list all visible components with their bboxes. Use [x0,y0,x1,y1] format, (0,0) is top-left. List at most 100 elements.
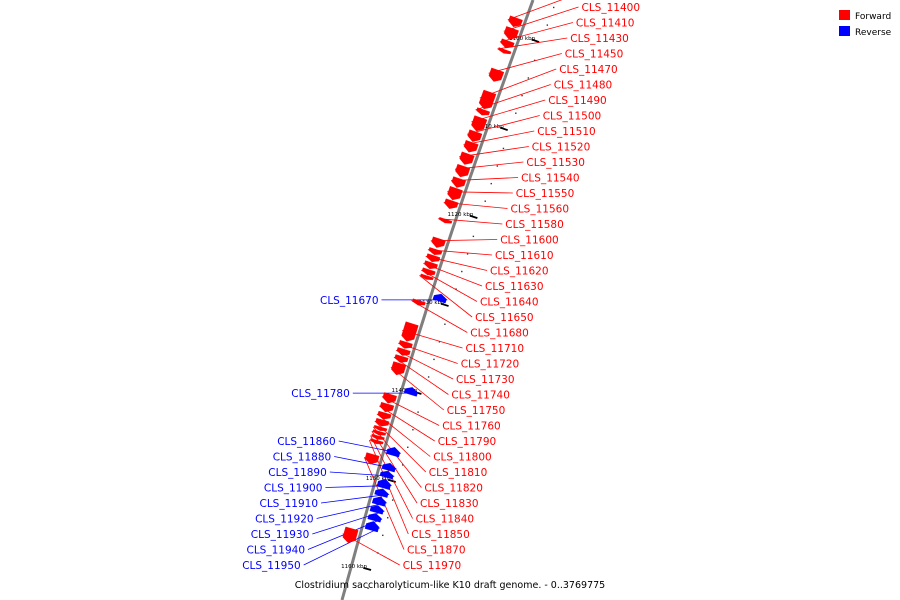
gene-label-cls_11740[interactable]: CLS_11740 [451,390,510,402]
gene-arrow-cls_11890[interactable] [379,470,394,480]
gene-label-cls_11840[interactable]: CLS_11840 [416,514,475,526]
gene-label-cls_11860[interactable]: CLS_11860 [277,436,336,448]
gene-label-cls_11490[interactable]: CLS_11490 [548,95,607,107]
gene-arrow-cls_11930[interactable] [369,505,384,515]
gene-arrow-cls_11610[interactable] [428,247,443,255]
gene-label-cls_11400[interactable]: CLS_11400 [582,2,641,14]
gene-arrow-cls_11750[interactable] [391,361,407,376]
gene-arrow-cls_11650[interactable] [420,273,434,281]
gene-label-cls_11750[interactable]: CLS_11750 [447,405,506,417]
gene-label-cls_11580[interactable]: CLS_11580 [505,219,564,231]
gene-arrow-cls_11810[interactable] [375,417,390,427]
gene-label-cls_11800[interactable]: CLS_11800 [433,452,492,464]
gene-arrow-cls_11520[interactable] [459,151,475,165]
gene-arrow-cls_11600[interactable] [431,236,446,248]
gene-arrow-cls_11670[interactable] [432,293,447,304]
gene-arrow-cls_11910[interactable] [374,488,389,498]
gene-arrow-cls_11880[interactable] [381,462,396,473]
gene-label-cls_11870[interactable]: CLS_11870 [407,545,466,557]
gene-label-cls_11560[interactable]: CLS_11560 [511,204,570,216]
gene-label-cls_11630[interactable]: CLS_11630 [485,281,544,293]
gene-label-cls_11430[interactable]: CLS_11430 [570,33,629,45]
gene-label-cls_11920[interactable]: CLS_11920 [255,514,314,526]
gene-label-cls_11710[interactable]: CLS_11710 [466,343,525,355]
gene-label-cls_11790[interactable]: CLS_11790 [438,436,497,448]
gene-label-cls_11610[interactable]: CLS_11610 [495,250,554,262]
gene-label-cls_11760[interactable]: CLS_11760 [442,421,501,433]
gene-label-cls_11900[interactable]: CLS_11900 [264,483,323,495]
gene-arrow-cls_11870[interactable] [364,452,380,465]
gene-label-cls_11880[interactable]: CLS_11880 [273,452,332,464]
gene-arrow-cls_11800[interactable] [377,410,392,420]
gene-label-cls_11910[interactable]: CLS_11910 [260,498,319,510]
gene-label-cls_11650[interactable]: CLS_11650 [475,312,533,324]
gene-label-cls_11500[interactable]: CLS_11500 [543,111,602,123]
gene-label-cls_11820[interactable]: CLS_11820 [424,483,483,495]
minor-tick [515,112,517,114]
gene-arrow-cls_11410[interactable] [500,38,515,49]
gene-arrow-cls_11400[interactable] [503,26,519,40]
gene-arrow-cls_11630[interactable] [424,260,438,270]
gene-label-cls_11620[interactable]: CLS_11620 [490,266,549,278]
gene-label-cls_11640[interactable]: CLS_11640 [480,297,539,309]
gene-arrow-cls_11500[interactable] [467,129,483,142]
gene-arrow-cls_11540[interactable] [451,176,467,188]
gene-label-cls_11970[interactable]: CLS_11970 [403,560,462,572]
gene-arrow-cls_11490[interactable] [471,115,488,132]
gene-arrow-cls_11470[interactable] [478,89,497,110]
gene-arrow-cls_11970[interactable] [342,526,359,543]
gene-label-cls_11930[interactable]: CLS_11930 [251,529,310,541]
gene-label-cls_11410[interactable]: CLS_11410 [576,18,635,30]
gene-arrow-cls_11830[interactable] [372,429,387,436]
gene-arrow-cls_11580[interactable] [438,217,453,224]
gene-arrow-cls_11850[interactable] [369,438,384,445]
gene-arrow-cls_11900[interactable] [376,478,392,490]
gene-label-cls_11450[interactable]: CLS_11450 [565,49,624,61]
gene-arrow-cls_11640[interactable] [421,267,436,276]
gene-arrow-cls_11550[interactable] [447,186,463,201]
gene-label-cls_11670[interactable]: CLS_11670 [320,295,379,307]
gene-label-cls_11540[interactable]: CLS_11540 [521,173,580,185]
gene-arrow-cls_11920[interactable] [371,496,387,507]
gene-arrow-cls_11790[interactable] [379,401,395,413]
leader-line-cls_11950 [303,527,380,566]
gene-label-cls_11850[interactable]: CLS_11850 [411,529,470,541]
gene-label-cls_11480[interactable]: CLS_11480 [554,80,613,92]
gene-arrow-cls_11840[interactable] [371,433,385,440]
gene-label-cls_11780[interactable]: CLS_11780 [291,388,350,400]
gene-label-cls_11530[interactable]: CLS_11530 [526,157,585,169]
gene-label-cls_11510[interactable]: CLS_11510 [537,126,596,138]
gene-label-cls_11950[interactable]: CLS_11950 [242,560,301,572]
gene-label-cls_11550[interactable]: CLS_11550 [516,188,575,200]
gene-arrow-cls_11720[interactable] [398,340,413,349]
gene-arrow-cls_11620[interactable] [426,253,441,263]
gene-arrow-cls_11710[interactable] [401,321,419,342]
gene-arrow-cls_11780[interactable] [403,387,418,397]
gene-label-cls_11890[interactable]: CLS_11890 [268,467,327,479]
gene-arrow-cls_11380[interactable] [508,15,523,28]
gene-arrow-cls_11860[interactable] [385,447,401,458]
gene-label-cls_11520[interactable]: CLS_11520 [532,142,591,154]
gene-label-cls_11470[interactable]: CLS_11470 [559,64,618,76]
gene-arrow-cls_11530[interactable] [455,163,471,178]
gene-arrow-cls_11430[interactable] [497,47,512,55]
gene-arrow-cls_11730[interactable] [396,347,411,356]
gene-label-cls_11600[interactable]: CLS_11600 [500,235,559,247]
gene-arrow-cls_11740[interactable] [394,354,409,363]
gene-label-cls_11720[interactable]: CLS_11720 [461,359,520,371]
gene-arrow-cls_11480[interactable] [476,107,491,116]
gene-arrow-cls_11560[interactable] [444,198,459,209]
gene-arrow-cls_11680[interactable] [412,298,426,306]
minor-tick [433,358,435,361]
gene-arrow-cls_11450[interactable] [488,67,505,82]
gene-arrow-cls_11820[interactable] [373,424,388,432]
gene-label-cls_11730[interactable]: CLS_11730 [456,374,515,386]
gene-arrow-cls_11940[interactable] [367,513,382,523]
gene-label-cls_11940[interactable]: CLS_11940 [247,545,306,557]
gene-label-cls_11680[interactable]: CLS_11680 [470,328,529,340]
gene-arrow-cls_11510[interactable] [463,140,479,153]
gene-label-cls_11810[interactable]: CLS_11810 [429,467,488,479]
gene-arrow-cls_11950[interactable] [364,521,380,533]
gene-label-cls_11830[interactable]: CLS_11830 [420,498,479,510]
gene-arrow-cls_11760[interactable] [382,392,397,404]
